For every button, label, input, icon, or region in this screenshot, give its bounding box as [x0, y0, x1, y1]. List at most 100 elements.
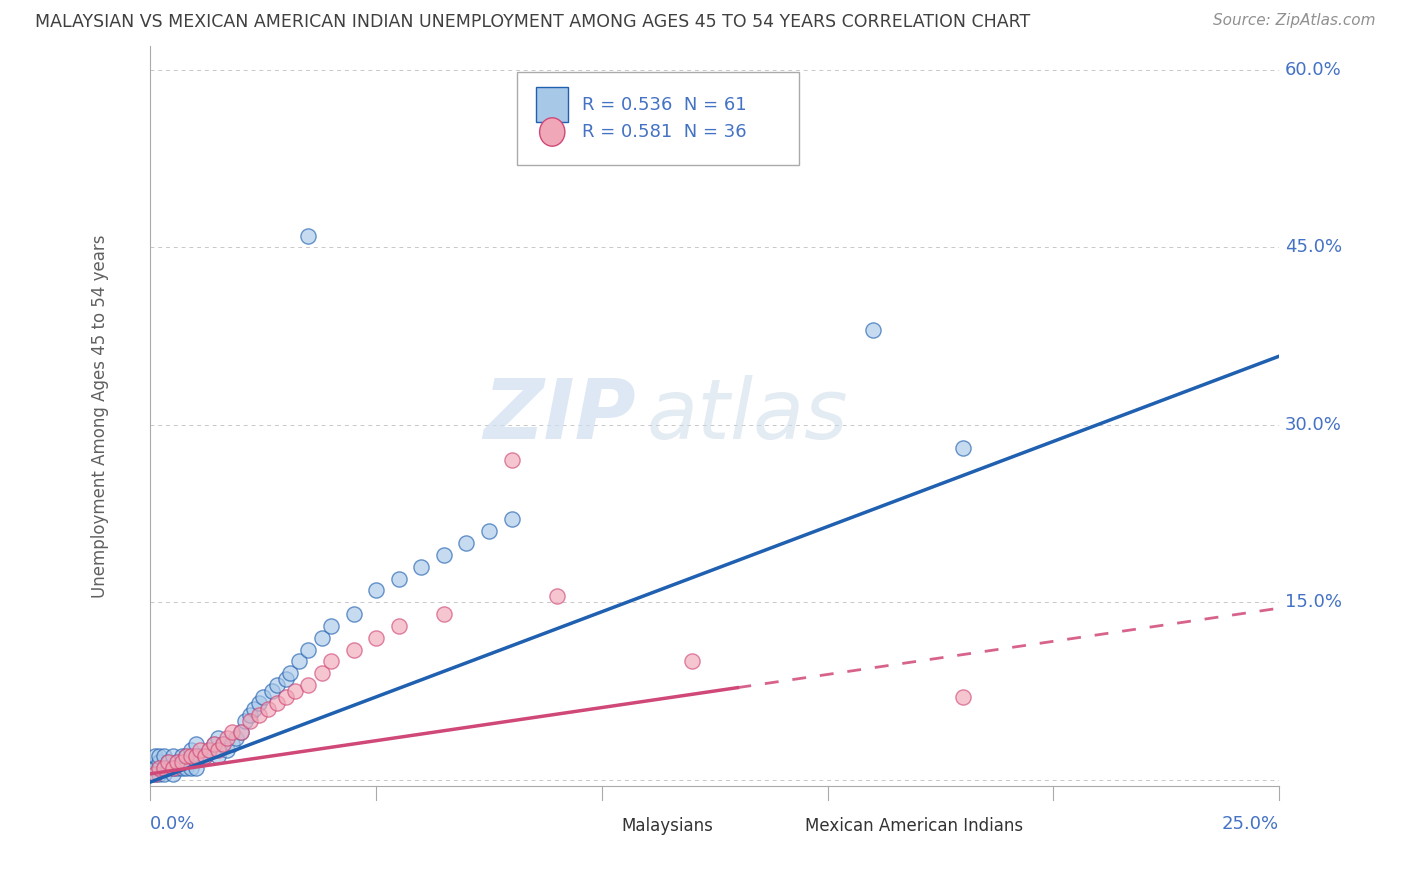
- Point: [681, 654, 703, 668]
- Point: [143, 766, 166, 780]
- Point: [176, 761, 198, 775]
- Point: [342, 607, 364, 621]
- Point: [388, 572, 411, 586]
- Point: [243, 702, 266, 716]
- Point: [342, 642, 364, 657]
- Point: [170, 761, 193, 775]
- Point: [239, 714, 262, 728]
- Point: [319, 654, 342, 668]
- Point: [311, 666, 333, 681]
- Text: 60.0%: 60.0%: [1285, 61, 1341, 78]
- FancyBboxPatch shape: [585, 813, 610, 839]
- Text: ZIP: ZIP: [484, 376, 636, 457]
- Text: 0.0%: 0.0%: [150, 815, 195, 833]
- Point: [233, 714, 256, 728]
- Text: 45.0%: 45.0%: [1285, 238, 1341, 256]
- Point: [229, 725, 252, 739]
- Point: [207, 749, 229, 764]
- Point: [148, 761, 170, 775]
- Point: [143, 766, 166, 780]
- Point: [188, 749, 211, 764]
- Point: [188, 743, 211, 757]
- Point: [207, 743, 229, 757]
- Point: [166, 761, 188, 775]
- Point: [170, 755, 193, 769]
- Point: [221, 737, 243, 751]
- Point: [252, 690, 274, 704]
- Point: [184, 749, 207, 764]
- Text: 15.0%: 15.0%: [1285, 593, 1341, 611]
- Point: [157, 755, 180, 769]
- Point: [297, 642, 319, 657]
- Point: [288, 654, 311, 668]
- Point: [180, 749, 202, 764]
- Point: [157, 755, 180, 769]
- Point: [211, 737, 233, 751]
- Point: [319, 619, 342, 633]
- Point: [153, 761, 176, 775]
- Point: [297, 228, 319, 243]
- Point: [162, 766, 184, 780]
- Point: [952, 690, 974, 704]
- Point: [225, 731, 247, 746]
- Point: [193, 749, 215, 764]
- Text: R = 0.536  N = 61: R = 0.536 N = 61: [582, 95, 747, 113]
- Point: [162, 761, 184, 775]
- Ellipse shape: [540, 118, 565, 146]
- Point: [153, 749, 176, 764]
- Point: [239, 707, 262, 722]
- Point: [166, 755, 188, 769]
- Point: [148, 766, 170, 780]
- Point: [184, 749, 207, 764]
- Point: [297, 678, 319, 692]
- Point: [217, 731, 239, 746]
- Point: [256, 702, 278, 716]
- Point: [162, 749, 184, 764]
- Point: [184, 761, 207, 775]
- Point: [221, 725, 243, 739]
- Point: [193, 749, 215, 764]
- FancyBboxPatch shape: [769, 813, 794, 839]
- Point: [311, 631, 333, 645]
- Point: [148, 761, 170, 775]
- FancyBboxPatch shape: [517, 72, 800, 164]
- Point: [153, 766, 176, 780]
- Point: [952, 442, 974, 456]
- Point: [388, 619, 411, 633]
- Text: Mexican American Indians: Mexican American Indians: [806, 817, 1024, 835]
- Text: MALAYSIAN VS MEXICAN AMERICAN INDIAN UNEMPLOYMENT AMONG AGES 45 TO 54 YEARS CORR: MALAYSIAN VS MEXICAN AMERICAN INDIAN UNE…: [35, 13, 1031, 31]
- Point: [247, 696, 270, 710]
- Point: [478, 524, 501, 539]
- Point: [162, 761, 184, 775]
- Point: [262, 684, 284, 698]
- Point: [176, 749, 198, 764]
- Point: [501, 453, 523, 467]
- Point: [198, 743, 221, 757]
- Point: [247, 707, 270, 722]
- Text: Source: ZipAtlas.com: Source: ZipAtlas.com: [1212, 13, 1375, 29]
- Point: [274, 690, 297, 704]
- Point: [456, 536, 478, 550]
- Point: [153, 761, 176, 775]
- Text: R = 0.581  N = 36: R = 0.581 N = 36: [582, 123, 747, 141]
- Point: [157, 761, 180, 775]
- Point: [143, 749, 166, 764]
- Point: [433, 607, 456, 621]
- Point: [170, 749, 193, 764]
- FancyBboxPatch shape: [537, 87, 568, 122]
- Text: 30.0%: 30.0%: [1285, 416, 1341, 434]
- Point: [284, 684, 307, 698]
- Text: Malaysians: Malaysians: [621, 817, 713, 835]
- Text: Unemployment Among Ages 45 to 54 years: Unemployment Among Ages 45 to 54 years: [90, 235, 108, 598]
- Point: [148, 749, 170, 764]
- Point: [180, 743, 202, 757]
- Text: 25.0%: 25.0%: [1222, 815, 1279, 833]
- Point: [266, 678, 288, 692]
- Point: [143, 761, 166, 775]
- Point: [411, 559, 433, 574]
- Point: [211, 737, 233, 751]
- Point: [274, 672, 297, 686]
- Point: [207, 731, 229, 746]
- Point: [546, 590, 568, 604]
- Point: [198, 743, 221, 757]
